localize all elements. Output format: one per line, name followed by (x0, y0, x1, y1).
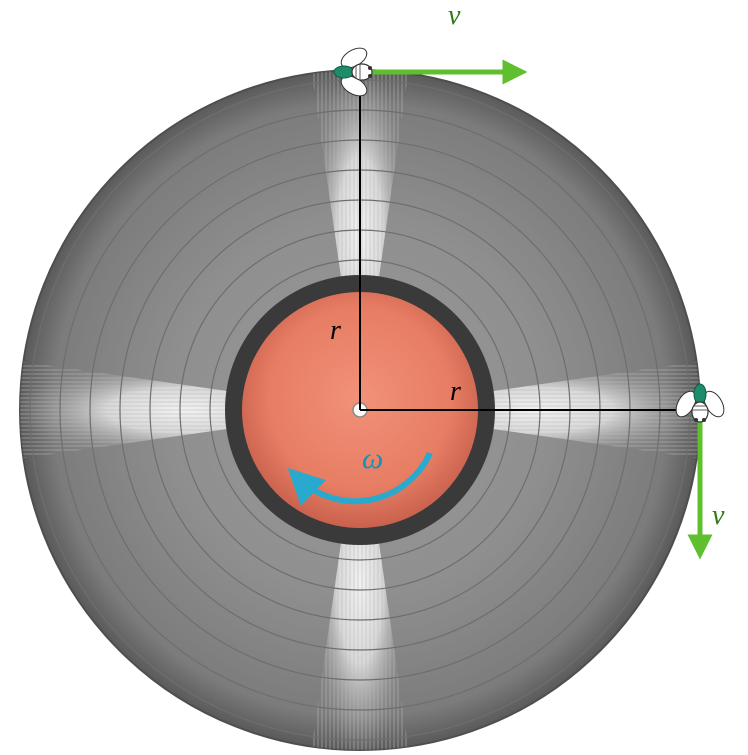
omega-label: ω (362, 442, 383, 476)
record-diagram-svg (0, 0, 748, 755)
v-label-top: v (448, 0, 460, 32)
r-label-right: r (450, 376, 461, 408)
r-label-up: r (330, 315, 341, 347)
v-label-right: v (712, 500, 724, 532)
diagram-stage: v v r r ω (0, 0, 748, 755)
